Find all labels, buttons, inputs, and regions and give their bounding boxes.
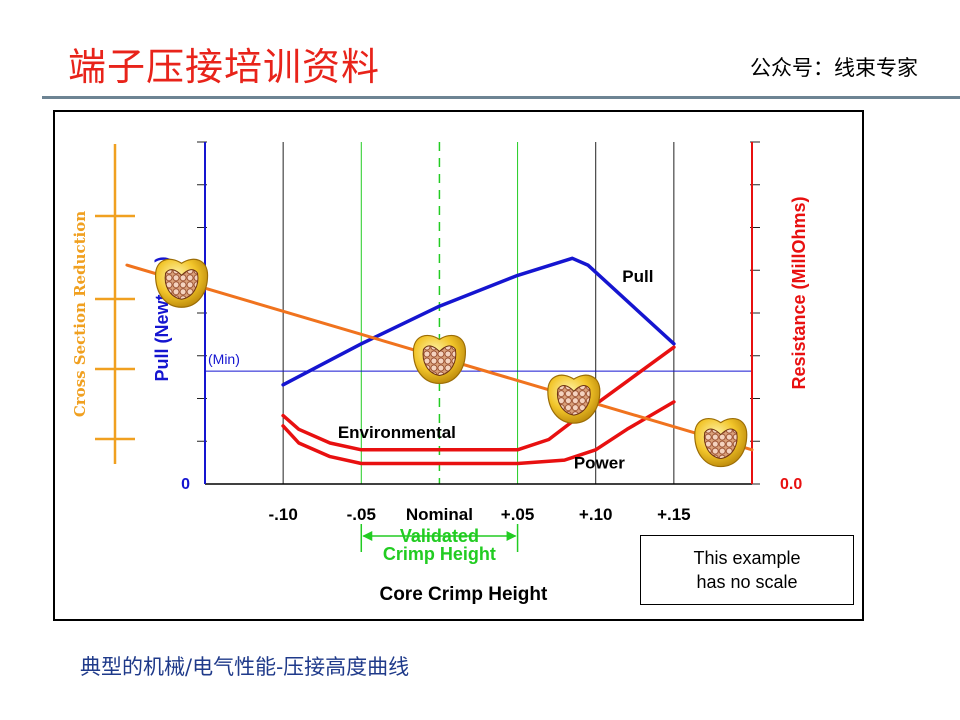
- account-label: 公众号：线束专家: [750, 56, 918, 80]
- validated-arrowhead-left: [362, 531, 373, 541]
- x-axis-title: Core Crimp Height: [379, 584, 548, 605]
- x-tick-label: Nominal: [406, 505, 473, 524]
- crimp-cross-section-icon: [694, 417, 748, 468]
- min-line-label: (Min): [208, 351, 240, 367]
- note-line-2: has no scale: [696, 572, 798, 592]
- power-series-line: [281, 400, 676, 466]
- crimp-cross-section-icon: [547, 374, 601, 424]
- validated-label-2: Crimp Height: [383, 544, 496, 564]
- x-tick-label: -.10: [268, 505, 297, 524]
- title-divider: [42, 96, 960, 99]
- pull-series-label: Pull: [622, 267, 653, 286]
- x-tick-label: +.10: [579, 505, 613, 524]
- crimp-cross-section-icon: [412, 334, 467, 385]
- chart-frame: (Min) Cross Section Reduction Pull (Newton…: [53, 110, 864, 621]
- note-line-1: This example: [693, 548, 801, 568]
- validated-arrowhead-right: [506, 531, 517, 541]
- figure-caption: 典型的机械/电气性能-压接高度曲线: [80, 655, 410, 679]
- x-tick-label: -.05: [347, 505, 376, 524]
- crimp-height-chart: (Min)Cross Section Reduction Pull (Newton…: [71, 141, 809, 605]
- environmental-series-line: [281, 345, 676, 452]
- pull-series-line: [281, 256, 676, 387]
- page-title: 端子压接培训资料: [68, 45, 381, 89]
- resistance-axis-title: Resistance (MillOhms): [789, 196, 809, 389]
- resistance-zero-label: 0.0: [780, 476, 802, 493]
- cross-section-axis-title: Cross Section Reduction: [71, 211, 89, 417]
- environmental-series-label: Environmental: [338, 423, 456, 442]
- pull-zero-label: 0: [181, 476, 190, 493]
- no-scale-note: This example has no scale: [640, 535, 854, 605]
- x-tick-label: +.15: [657, 505, 691, 524]
- power-series-label: Power: [574, 454, 625, 473]
- validated-label-1: Validated: [400, 526, 479, 546]
- x-tick-label: +.05: [501, 505, 535, 524]
